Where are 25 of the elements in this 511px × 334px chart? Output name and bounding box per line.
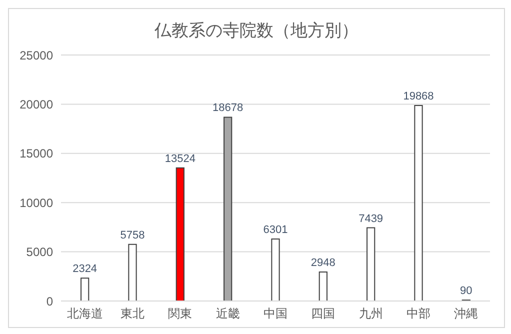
y-tick-label: 25000	[20, 48, 54, 62]
x-tick-label: 中部	[406, 306, 430, 321]
data-label: 13524	[164, 152, 196, 165]
chart-title: 仏教系の寺院数（地方別）	[154, 20, 360, 42]
x-tick-label: 近畿	[216, 306, 240, 321]
x-tick-label: 九州	[358, 306, 383, 321]
x-tick-label: 関東	[168, 306, 192, 321]
x-tick-label: 東北	[120, 306, 144, 321]
y-tick-label: 15000	[20, 146, 54, 161]
data-label: 6301	[263, 224, 288, 236]
x-tick-label: 沖縄	[454, 306, 478, 321]
data-label: 5758	[120, 229, 145, 242]
data-label: 18678	[212, 102, 244, 114]
x-tick-label: 四国	[311, 306, 336, 321]
x-tick-label: 中国	[264, 306, 288, 321]
y-tick-label: 5000	[26, 245, 54, 260]
y-tick-label: 0	[46, 294, 54, 308]
x-tick-label: 北海道	[66, 306, 103, 321]
data-label: 2324	[72, 263, 98, 276]
data-label: 2948	[310, 256, 336, 269]
data-label: 7439	[358, 212, 384, 225]
data-label: 90	[460, 285, 472, 298]
data-label: 19868	[403, 90, 434, 102]
y-tick-label: 10000	[20, 196, 54, 210]
y-tick-label: 20000	[20, 97, 54, 112]
